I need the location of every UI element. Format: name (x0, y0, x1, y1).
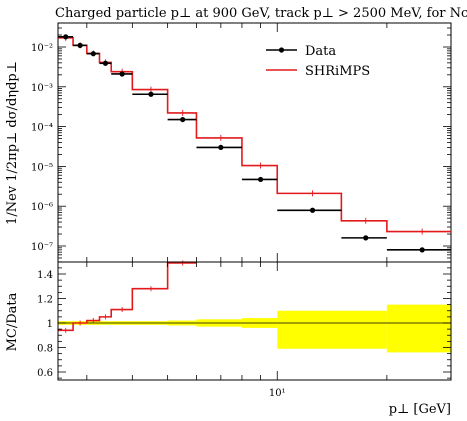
shrimps-ratio-histogram (58, 260, 197, 333)
legend-label-shrimps: SHRiMPS (305, 64, 370, 79)
data-point-marker (77, 42, 83, 48)
data-point (341, 235, 387, 241)
data-point-marker (148, 91, 154, 97)
data-point-marker (102, 60, 109, 66)
data-point (99, 60, 112, 66)
ratio-y-tick-label: 0.6 (37, 368, 53, 379)
data-point (86, 51, 100, 57)
data-point (386, 247, 451, 253)
main-y-tick-label: 10⁻⁶ (31, 202, 53, 213)
ratio-y-tick-label: 1.4 (37, 270, 53, 281)
ratio-y-tick-label: 1.2 (37, 295, 53, 306)
data-point-marker (119, 71, 125, 77)
x-axis-title: p⊥ [GeV] (389, 402, 451, 417)
data-point (58, 34, 74, 40)
data-point-marker (309, 207, 316, 213)
data-point (241, 176, 278, 183)
data-points (58, 34, 451, 253)
data-point-marker (90, 51, 96, 57)
data-point (132, 91, 168, 97)
data-point-marker (180, 116, 186, 123)
x-tick-label: 10¹ (269, 388, 286, 399)
main-axis-ticks (58, 22, 452, 263)
main-y-tick-label: 10⁻⁵ (31, 162, 53, 173)
main-y-tick-label: 10⁻⁷ (31, 242, 53, 253)
ratio-y-axis-title: MC/Data (5, 292, 20, 351)
shrimps-histogram-line (58, 37, 451, 233)
uncertainty-band-segment (277, 310, 387, 349)
main-y-tick-label: 10⁻³ (31, 83, 53, 94)
main-y-axis-title: 1/Nev 1/2πp⊥ dσ/dηdp⊥ (5, 61, 20, 225)
main-y-tick-labels: 10⁻² 10⁻³ 10⁻⁴ 10⁻⁵ 10⁻⁶ 10⁻⁷ (31, 43, 53, 253)
ratio-axis-ticks (58, 262, 452, 380)
data-point (196, 144, 242, 151)
shrimps-histogram (58, 34, 451, 235)
legend-label-data: Data (305, 44, 336, 59)
x-tick-labels: 10¹ (269, 388, 286, 399)
legend-data-marker (278, 47, 285, 53)
main-y-tick-label: 10⁻⁴ (31, 123, 53, 134)
main-plot-frame (57, 22, 452, 263)
data-point-marker (363, 235, 369, 241)
main-plot-panel: 10⁻² 10⁻³ 10⁻⁴ 10⁻⁵ 10⁻⁶ 10⁻⁷ (31, 22, 452, 263)
data-point-marker (218, 144, 224, 151)
ratio-y-tick-label: 0.8 (37, 344, 53, 355)
data-point-marker (257, 176, 264, 183)
ratio-y-tick-label: 1 (47, 319, 53, 330)
data-point-marker (63, 34, 69, 40)
ratio-plot-panel: 0.6 0.8 1 1.2 1.4 (37, 260, 452, 381)
data-point (111, 71, 133, 77)
data-point (277, 207, 342, 213)
data-uncertainty-band (58, 304, 451, 353)
shrimps-ratio-line (58, 262, 197, 332)
legend: Data SHRiMPS (266, 44, 370, 79)
ratio-plot-frame (57, 261, 452, 381)
uncertainty-band-segment (386, 304, 451, 353)
main-y-tick-label: 10⁻² (31, 43, 53, 54)
data-point (73, 42, 87, 48)
chart-title: Charged particle p⊥ at 900 GeV, track p⊥… (55, 6, 467, 21)
data-point (167, 116, 197, 123)
data-point-marker (419, 247, 425, 253)
ratio-y-tick-labels: 0.6 0.8 1 1.2 1.4 (37, 270, 53, 379)
